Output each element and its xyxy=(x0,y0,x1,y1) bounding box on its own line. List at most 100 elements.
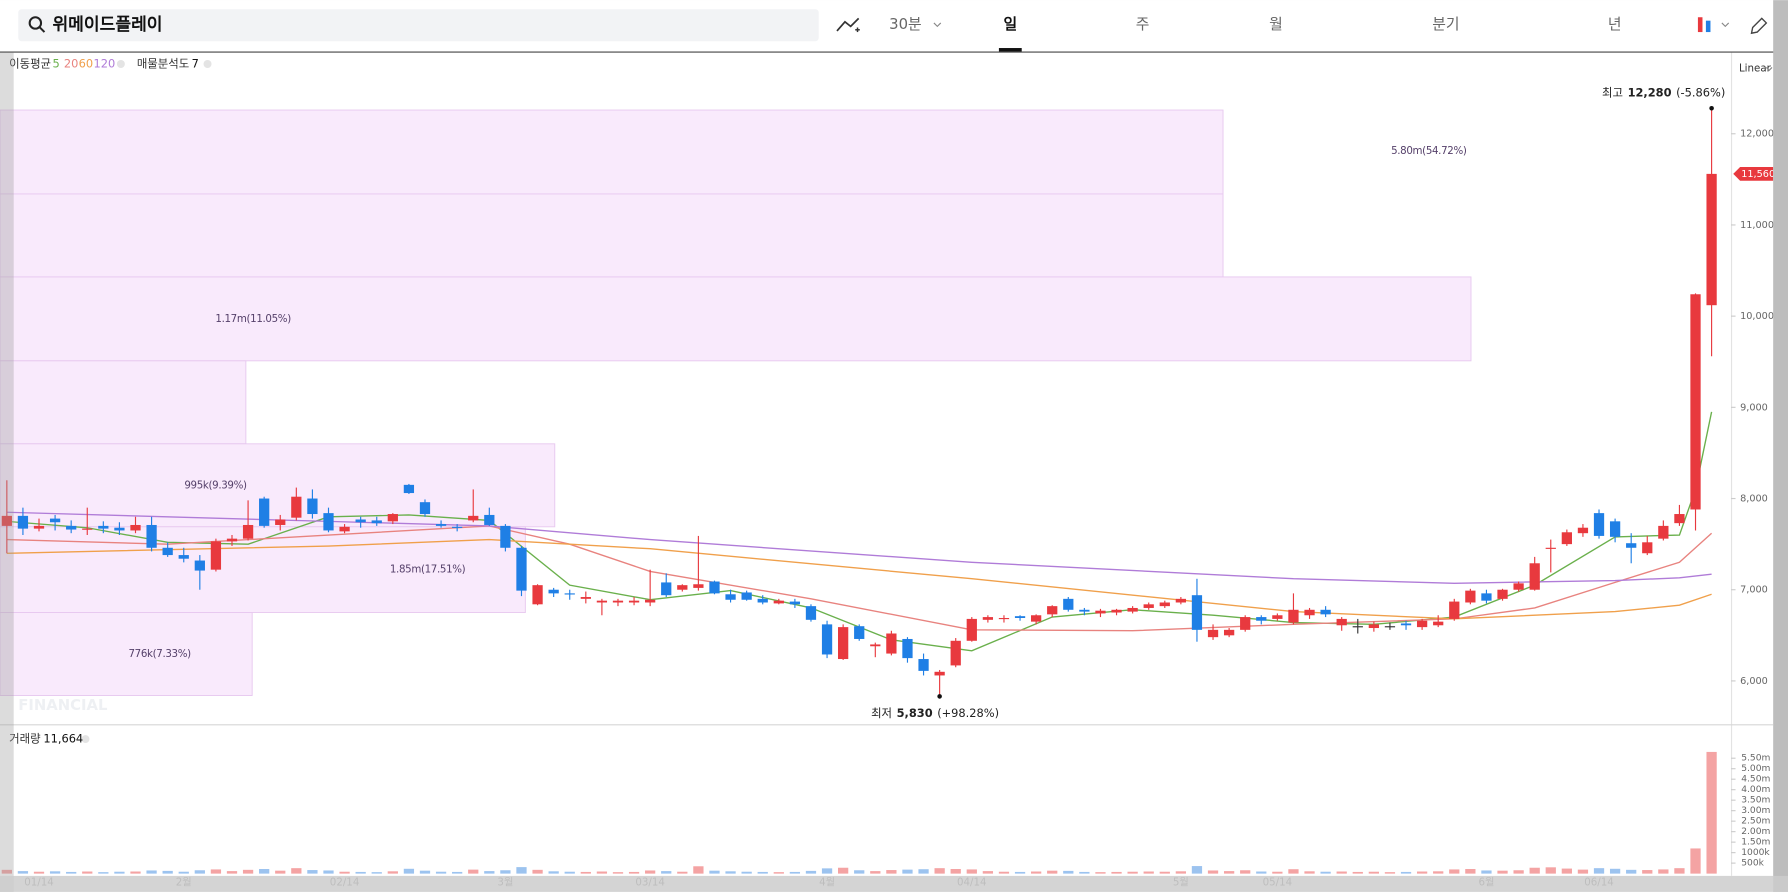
tab[interactable]: 년 xyxy=(1608,16,1622,33)
candle-body xyxy=(98,525,109,529)
volume-bar xyxy=(468,869,479,874)
candle-body xyxy=(1127,607,1138,612)
volume-bar xyxy=(1175,871,1187,874)
volume-bar xyxy=(870,871,881,874)
v-tick-label: 500k xyxy=(1741,859,1764,869)
max_annotation-value: 12,280 xyxy=(1628,85,1672,99)
volume-bar xyxy=(339,871,350,874)
candle-body xyxy=(275,519,286,525)
volume-bar xyxy=(645,870,656,874)
candle-body xyxy=(580,597,591,599)
min-marker xyxy=(937,694,942,699)
volume-bar xyxy=(1609,868,1621,874)
candle-icon[interactable] xyxy=(1697,17,1703,33)
search-box[interactable] xyxy=(18,9,819,42)
tab[interactable]: 월 xyxy=(1269,16,1283,33)
volume-bar xyxy=(1063,870,1074,874)
chevron[interactable] xyxy=(933,22,942,28)
candle-body xyxy=(1191,595,1203,630)
v-tick-label: 2.50m xyxy=(1741,817,1770,827)
candle-body xyxy=(516,547,527,591)
profile-label: 5.80m(54.72%) xyxy=(1391,145,1467,157)
close-icon[interactable] xyxy=(81,735,90,744)
volume-bar xyxy=(146,870,157,874)
tab[interactable]: 주 xyxy=(1136,16,1150,33)
candle-body xyxy=(612,600,624,603)
tab[interactable]: 분기 xyxy=(1432,16,1459,33)
volume-bar xyxy=(886,870,897,874)
candle-body xyxy=(1063,598,1074,610)
candle-body xyxy=(1304,609,1315,616)
volume-bar xyxy=(532,869,543,874)
volume-bar xyxy=(1626,869,1637,874)
tab[interactable]: 30분 xyxy=(889,16,921,33)
close-icon[interactable] xyxy=(116,60,125,68)
candle-body xyxy=(307,498,318,515)
volume-bar xyxy=(902,869,913,874)
volume-bar xyxy=(307,870,318,874)
volume-bar xyxy=(259,868,270,874)
candle-body xyxy=(741,592,752,600)
v-tick-label: 3.50m xyxy=(1741,796,1770,806)
tab[interactable]: 일 xyxy=(1003,16,1017,33)
volume-bar xyxy=(1014,871,1026,874)
legend-item[interactable]: 5 xyxy=(52,56,59,70)
tab-underline xyxy=(998,48,1022,52)
legend-item[interactable]: 이동평균 xyxy=(9,56,51,70)
volume-bar xyxy=(1561,868,1572,874)
profile-band xyxy=(0,360,247,445)
profile-band xyxy=(0,443,556,528)
profile-band xyxy=(0,276,1472,362)
candle-body xyxy=(1159,602,1170,607)
v-tick-label: 4.00m xyxy=(1741,785,1770,795)
pencil-icon[interactable] xyxy=(1750,17,1768,35)
candle-body xyxy=(114,527,125,531)
candle-icon[interactable] xyxy=(1705,20,1711,33)
legend-item[interactable]: 60 xyxy=(79,56,94,70)
legend-item[interactable]: 7 xyxy=(192,56,199,70)
candle-body xyxy=(33,525,45,529)
volume-bar xyxy=(1,869,12,874)
chevron[interactable] xyxy=(1765,67,1773,72)
volume-bar xyxy=(500,870,511,874)
candle-body xyxy=(387,514,398,522)
volume-bar xyxy=(564,871,575,874)
v-tick-label: 2.00m xyxy=(1741,827,1770,837)
candle-body xyxy=(1014,616,1026,618)
volume-bar xyxy=(1545,867,1556,874)
volume-bar xyxy=(1400,871,1412,874)
volume-bar xyxy=(1191,866,1203,874)
volume-bar xyxy=(773,872,784,874)
volume-bar xyxy=(1352,871,1363,874)
legend-item[interactable]: 120 xyxy=(94,56,116,70)
volume-bar xyxy=(1577,869,1589,874)
candle-body xyxy=(323,513,334,531)
volume-bar xyxy=(355,871,366,874)
volume-bar xyxy=(1497,870,1508,874)
candle-body xyxy=(1047,606,1058,615)
current-price-tag xyxy=(1733,167,1774,181)
candle-body xyxy=(371,520,382,524)
volume-bar xyxy=(242,869,254,874)
current-price-label: 11,560 xyxy=(1741,169,1775,180)
candle-body xyxy=(1207,629,1219,638)
candle-body xyxy=(1256,617,1267,621)
ma-line xyxy=(6,511,1712,584)
y-tick-label: 9,000 xyxy=(1740,402,1768,413)
v-tick-label: 5.00m xyxy=(1741,764,1770,774)
candle-body xyxy=(419,502,431,515)
max-marker xyxy=(1709,105,1714,111)
close-icon[interactable] xyxy=(203,60,212,68)
candle-body xyxy=(854,626,865,639)
search-text[interactable]: 위메이드플레이 xyxy=(52,15,162,35)
legend-item[interactable]: 20 xyxy=(64,56,79,70)
scale-mode: Linear xyxy=(1739,63,1772,75)
legend-item[interactable]: 매물분석도 xyxy=(137,56,189,70)
volume-bar xyxy=(1030,871,1042,874)
volume-bar xyxy=(130,871,141,874)
chevron[interactable] xyxy=(1721,22,1730,28)
candle-body xyxy=(66,525,77,530)
line-chart-icon[interactable] xyxy=(836,17,860,32)
volume-bar xyxy=(934,868,945,874)
candle-body xyxy=(1529,563,1540,590)
